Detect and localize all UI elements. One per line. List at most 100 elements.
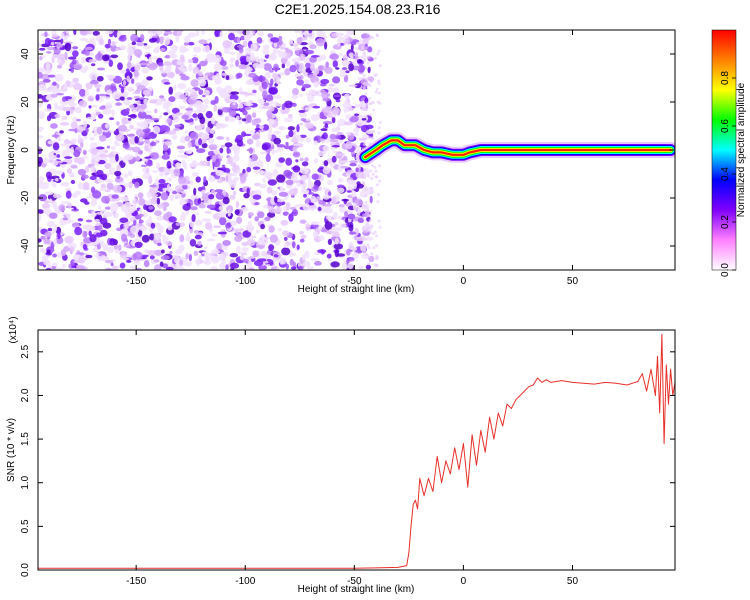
spectrogram-panel: -150 -100 -50 0 50 -40 -20 0 20 40 Height of str… xyxy=(6,29,676,295)
noise-blob xyxy=(86,242,96,247)
noise-blob xyxy=(346,131,351,135)
noise-blob xyxy=(280,257,287,265)
noise-blob xyxy=(219,216,227,226)
noise-blob xyxy=(79,88,86,97)
noise-blob xyxy=(44,231,52,238)
noise-blob xyxy=(367,46,373,53)
noise-blob xyxy=(179,94,187,100)
noise-blob xyxy=(283,169,292,177)
noise-blob xyxy=(82,149,87,156)
noise-blob xyxy=(149,100,155,104)
noise-blob xyxy=(311,173,319,180)
noise-blob xyxy=(201,189,206,194)
noise-blob xyxy=(331,116,336,124)
noise-blob xyxy=(60,201,70,204)
noise-blob xyxy=(96,87,100,93)
noise-blob xyxy=(169,194,175,201)
noise-blob xyxy=(222,40,232,49)
noise-blob xyxy=(166,183,171,192)
noise-blob xyxy=(227,30,237,34)
noise-blob xyxy=(61,150,71,159)
noise-blob xyxy=(251,112,257,118)
noise-blob xyxy=(164,151,169,157)
noise-blob xyxy=(214,257,220,263)
noise-blob xyxy=(191,214,196,222)
noise-blob xyxy=(46,51,52,54)
noise-blob xyxy=(143,98,148,105)
noise-blob xyxy=(345,70,350,74)
noise-blob xyxy=(361,118,367,121)
noise-blob xyxy=(195,212,200,216)
noise-blob xyxy=(152,49,160,53)
noise-blob xyxy=(348,63,354,72)
noise-blob xyxy=(93,129,98,137)
noise-blob xyxy=(185,88,189,96)
noise-blob xyxy=(60,143,69,147)
x-tick-label: 0 xyxy=(461,276,467,287)
noise-blob xyxy=(261,143,269,151)
noise-blob xyxy=(320,128,328,132)
noise-blob xyxy=(360,45,365,51)
noise-blob xyxy=(162,206,167,212)
noise-blob xyxy=(42,255,48,261)
noise-blob xyxy=(51,159,59,166)
noise-blob xyxy=(259,151,268,155)
noise-blob xyxy=(262,124,270,131)
noise-blob xyxy=(305,137,312,143)
noise-blob xyxy=(78,100,88,108)
noise-blob xyxy=(53,193,59,198)
noise-blob xyxy=(378,164,381,168)
noise-blob xyxy=(289,39,294,45)
noise-blob xyxy=(190,79,200,88)
noise-blob xyxy=(44,37,52,46)
noise-blob xyxy=(70,165,78,169)
noise-blob xyxy=(224,142,233,148)
noise-blob xyxy=(365,229,369,233)
noise-blob xyxy=(341,198,350,202)
noise-blob xyxy=(238,64,247,70)
noise-blob xyxy=(344,93,350,99)
noise-blob xyxy=(221,72,228,76)
noise-blob xyxy=(126,133,136,137)
noise-blob xyxy=(279,185,283,193)
noise-blob xyxy=(324,221,333,230)
noise-blob xyxy=(121,196,129,202)
noise-blob xyxy=(339,223,347,229)
noise-blob xyxy=(41,182,50,190)
noise-blob xyxy=(231,144,238,149)
noise-blob xyxy=(305,122,314,129)
noise-blob xyxy=(176,145,186,150)
colorbar-gradient xyxy=(711,29,737,271)
noise-blob xyxy=(158,178,166,184)
noise-blob xyxy=(292,58,296,63)
noise-blob xyxy=(104,162,112,169)
noise-blob xyxy=(175,162,182,169)
noise-blob xyxy=(374,169,378,173)
noise-blob xyxy=(129,233,136,238)
noise-blob xyxy=(331,127,340,133)
noise-blob xyxy=(248,157,252,164)
noise-blob xyxy=(345,202,353,208)
noise-blob xyxy=(215,192,225,200)
noise-blob xyxy=(332,60,338,68)
noise-blob xyxy=(52,81,57,86)
noise-blob xyxy=(337,177,344,183)
noise-blob xyxy=(104,149,109,154)
noise-blob xyxy=(234,235,243,242)
noise-blob xyxy=(113,184,123,193)
noise-blob xyxy=(97,179,105,183)
noise-blob xyxy=(81,174,89,180)
noise-blob xyxy=(162,61,173,66)
noise-blob xyxy=(38,99,43,108)
noise-blob xyxy=(252,166,261,170)
noise-blob xyxy=(267,113,273,120)
noise-blob xyxy=(158,115,163,119)
noise-blob xyxy=(368,37,372,41)
noise-blob xyxy=(152,125,161,135)
noise-blob xyxy=(366,61,370,65)
noise-blob xyxy=(367,246,371,250)
noise-blob xyxy=(216,242,223,251)
noise-blob xyxy=(322,187,327,190)
noise-blob xyxy=(257,258,267,262)
noise-blob xyxy=(347,262,354,270)
